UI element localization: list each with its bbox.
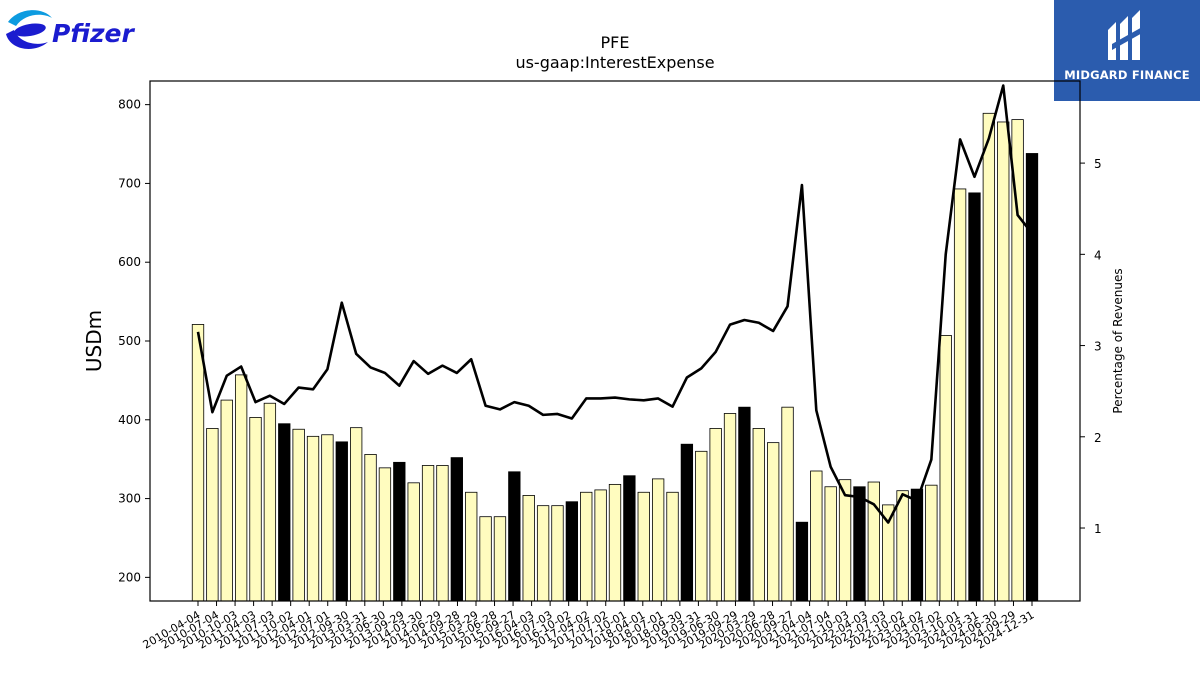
bar-2023-04-02 [925, 484, 938, 602]
y2-tick-label-1: 1 [1094, 522, 1102, 536]
midgard-finance-name: MIDGARD FINANCE [1064, 68, 1190, 82]
bar-2010-10-03 [220, 399, 233, 602]
y2-axis-label: Percentage of Revenues [1111, 268, 1125, 413]
bar-2014-06-29 [421, 465, 435, 602]
bar-2014-03-30 [407, 482, 420, 602]
bar-2011-07-03 [249, 417, 262, 602]
pfizer-wordmark: Pfizer [52, 19, 136, 48]
bar-2024-06-30 [997, 121, 1010, 602]
pfizer-logo: Pfizer [6, 10, 136, 49]
bar-2011-12-31 [278, 423, 291, 602]
bar-2020-09-27 [781, 406, 794, 602]
bar-2014-12-31 [450, 457, 463, 602]
bar-2014-09-28 [436, 465, 449, 602]
bar-2019-06-30 [709, 428, 722, 602]
bar-2015-03-29 [465, 491, 478, 602]
bars-group [191, 112, 1039, 602]
bar-2021-04-04 [810, 470, 823, 602]
bar-2020-03-29 [752, 428, 765, 602]
bar-2020-06-28 [767, 442, 780, 602]
bar-2018-09-30 [666, 491, 679, 602]
y-tick-label-400: 400 [118, 413, 141, 427]
y2-tick-label-2: 2 [1094, 431, 1102, 445]
bar-2012-07-01 [306, 435, 320, 602]
bar-2019-09-29 [723, 413, 737, 602]
bar-2022-12-31 [910, 488, 924, 602]
bar-2011-04-03 [234, 374, 248, 602]
axes-group: 200300400500600700800123452010-04-042010… [118, 80, 1102, 652]
bar-2016-04-03 [522, 495, 535, 602]
bar-2022-04-03 [867, 481, 880, 602]
bar-2023-10-01 [953, 188, 967, 602]
bar-2013-09-29 [378, 467, 392, 602]
bar-2024-12-31 [1025, 153, 1039, 602]
bar-2021-12-31 [853, 486, 866, 602]
bar-2019-12-31 [738, 406, 751, 602]
y2-tick-label-5: 5 [1094, 157, 1102, 171]
y2-tick-label-4: 4 [1094, 248, 1102, 262]
bar-2010-07-04 [206, 428, 219, 602]
bar-2016-12-31 [565, 501, 579, 602]
y-tick-label-500: 500 [118, 334, 141, 348]
bar-2020-12-31 [795, 521, 809, 602]
pct-line-group [196, 84, 1034, 524]
bar-2023-12-31 [968, 192, 981, 602]
bar-2016-07-03 [536, 505, 550, 602]
bar-2015-12-31 [508, 471, 521, 602]
y-axis-label: USDm [82, 310, 106, 372]
pfizer-swirl-top-icon [8, 10, 52, 26]
y-tick-label-800: 800 [118, 98, 141, 112]
y2-tick-label-3: 3 [1094, 340, 1102, 354]
bar-2016-10-02 [551, 505, 564, 602]
bar-2012-04-01 [292, 428, 305, 602]
bar-2015-09-27 [493, 516, 507, 602]
bar-2023-07-02 [939, 335, 952, 602]
bar-2013-06-30 [364, 454, 377, 602]
bar-2017-10-01 [608, 483, 622, 602]
chart-subtitle: us-gaap:InterestExpense [515, 53, 714, 72]
bar-2019-03-31 [695, 450, 708, 602]
bar-2012-12-31 [335, 441, 348, 602]
bar-2024-03-31 [982, 112, 996, 602]
bar-2017-04-02 [580, 491, 593, 602]
pct-of-revenues-line [196, 84, 1034, 524]
bar-2024-09-29 [1011, 119, 1024, 602]
bar-2017-07-02 [594, 489, 607, 602]
bar-2013-03-31 [350, 427, 363, 602]
y-tick-label-600: 600 [118, 255, 141, 269]
bar-2017-12-31 [623, 475, 636, 602]
bar-2012-09-30 [321, 434, 334, 602]
bar-2015-06-28 [479, 516, 492, 602]
bar-2018-07-01 [651, 478, 665, 602]
bar-2018-12-31 [680, 443, 694, 602]
bar-2013-12-31 [393, 461, 406, 602]
y-tick-label-200: 200 [118, 570, 141, 584]
bar-2021-10-03 [838, 479, 852, 602]
midgard-emblem-icon [1108, 10, 1144, 60]
midgard-finance-logo: MIDGARD FINANCE [1054, 0, 1200, 101]
bar-2022-10-02 [896, 490, 909, 602]
chart-title: PFE [601, 33, 630, 52]
bar-2021-07-04 [824, 486, 837, 602]
bar-2018-04-01 [637, 491, 650, 602]
y-tick-label-700: 700 [118, 176, 141, 190]
bar-2010-04-04 [191, 324, 205, 602]
bar-2011-10-02 [263, 402, 277, 602]
y-tick-label-300: 300 [118, 492, 141, 506]
